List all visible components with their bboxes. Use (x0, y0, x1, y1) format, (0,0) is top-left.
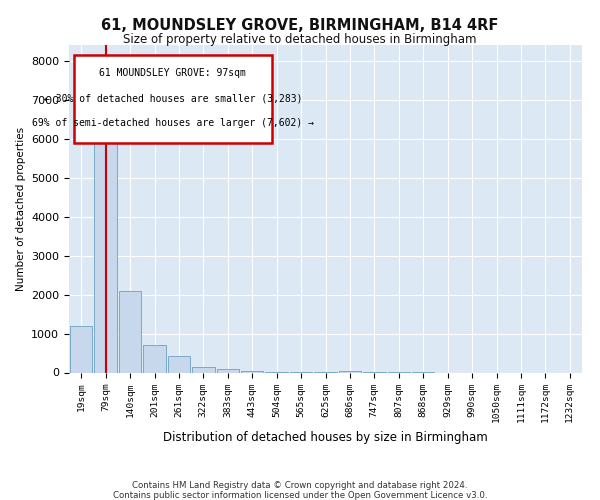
Bar (119, 290, 142, 372)
Bar (167, 356, 190, 372)
Text: 69% of semi-detached houses are larger (7,602) →: 69% of semi-detached houses are larger (… (32, 118, 314, 128)
Y-axis label: Number of detached properties: Number of detached properties (16, 126, 26, 291)
Bar (192, 366, 215, 372)
Bar (143, 345, 166, 372)
Text: ← 30% of detached houses are smaller (3,283): ← 30% of detached houses are smaller (3,… (44, 93, 302, 103)
Bar (217, 368, 239, 372)
Bar (70, 326, 92, 372)
X-axis label: Distribution of detached houses by size in Birmingham: Distribution of detached houses by size … (163, 431, 488, 444)
Text: 61 MOUNDSLEY GROVE: 97sqm: 61 MOUNDSLEY GROVE: 97sqm (100, 68, 247, 78)
Text: Contains public sector information licensed under the Open Government Licence v3: Contains public sector information licen… (113, 490, 487, 500)
Bar (94, 76, 117, 372)
Text: Size of property relative to detached houses in Birmingham: Size of property relative to detached ho… (123, 32, 477, 46)
Bar (241, 370, 263, 372)
Bar (338, 371, 361, 372)
FancyBboxPatch shape (74, 55, 272, 143)
Text: Contains HM Land Registry data © Crown copyright and database right 2024.: Contains HM Land Registry data © Crown c… (132, 480, 468, 490)
Text: 61, MOUNDSLEY GROVE, BIRMINGHAM, B14 4RF: 61, MOUNDSLEY GROVE, BIRMINGHAM, B14 4RF (101, 18, 499, 32)
